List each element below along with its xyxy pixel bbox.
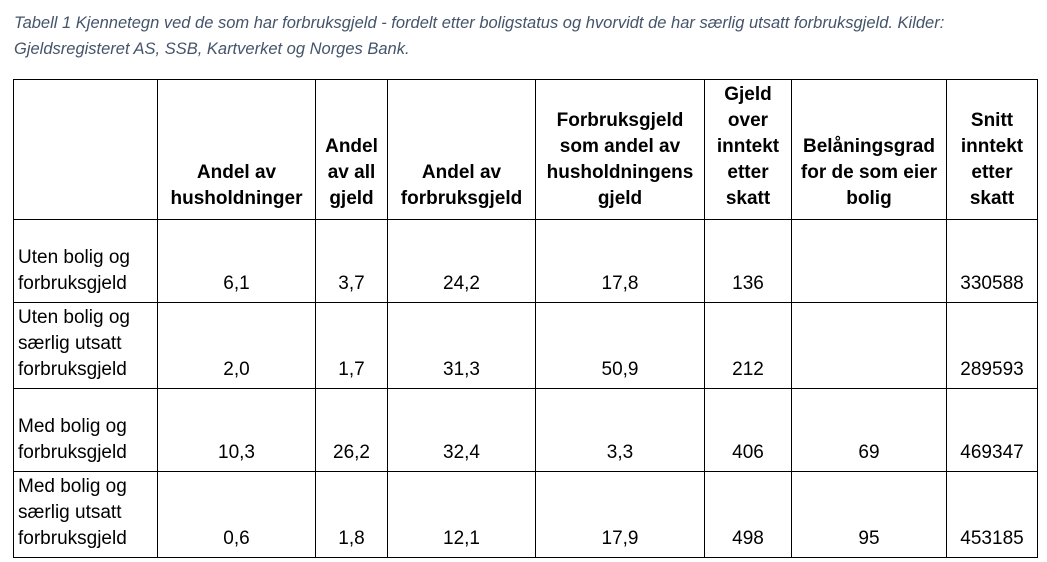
cell: 3,3 [535,388,705,472]
header-cell-belaningsgrad: Belåningsgrad for de som eier bolig [791,79,947,220]
cell: 0,6 [157,471,316,558]
cell: 17,9 [535,471,705,558]
header-cell-andel-all-gjeld: Andel av all gjeld [315,79,388,220]
data-table: Andel av husholdninger Andel av all gjel… [13,79,1038,558]
header-cell-andel-husholdninger: Andel av husholdninger [157,79,316,220]
table-row: Med bolig og forbruksgjeld 10,3 26,2 32,… [13,388,1038,472]
cell: 406 [704,388,792,472]
cell: 453185 [946,471,1038,558]
cell: 498 [704,471,792,558]
table-row: Med bolig og særlig utsatt forbruksgjeld… [13,471,1038,558]
cell: 136 [704,219,792,303]
cell [791,219,947,303]
cell: 31,3 [387,302,536,389]
cell: 212 [704,302,792,389]
cell [791,302,947,389]
cell: 289593 [946,302,1038,389]
cell: 12,1 [387,471,536,558]
table-caption: Tabell 1 Kjennetegn ved de som har forbr… [14,14,945,58]
header-cell-forbruksgjeld-andel: Forbruksgjeld som andel av husholdningen… [535,79,705,220]
cell: 2,0 [157,302,316,389]
row-label: Med bolig og særlig utsatt forbruksgjeld [13,471,158,558]
header-cell-snitt-inntekt: Snitt inntekt etter skatt [946,79,1038,220]
cell: 50,9 [535,302,705,389]
header-row: Andel av husholdninger Andel av all gjel… [13,79,1038,220]
cell: 1,8 [315,471,388,558]
cell: 32,4 [387,388,536,472]
table-row: Uten bolig og særlig utsatt forbruksgjel… [13,302,1038,389]
row-label: Uten bolig og forbruksgjeld [13,219,158,303]
header-cell-andel-forbruksgjeld: Andel av forbruksgjeld [387,79,536,220]
header-cell-empty [13,79,158,220]
cell: 17,8 [535,219,705,303]
header-cell-gjeld-over-inntekt: Gjeld over inntekt etter skatt [704,79,792,220]
cell: 69 [791,388,947,472]
cell: 95 [791,471,947,558]
row-label: Uten bolig og særlig utsatt forbruksgjel… [13,302,158,389]
cell: 26,2 [315,388,388,472]
cell: 469347 [946,388,1038,472]
cell: 10,3 [157,388,316,472]
row-label: Med bolig og forbruksgjeld [13,388,158,472]
cell: 6,1 [157,219,316,303]
cell: 330588 [946,219,1038,303]
cell: 1,7 [315,302,388,389]
table-row: Uten bolig og forbruksgjeld 6,1 3,7 24,2… [13,219,1038,303]
cell: 24,2 [387,219,536,303]
cell: 3,7 [315,219,388,303]
